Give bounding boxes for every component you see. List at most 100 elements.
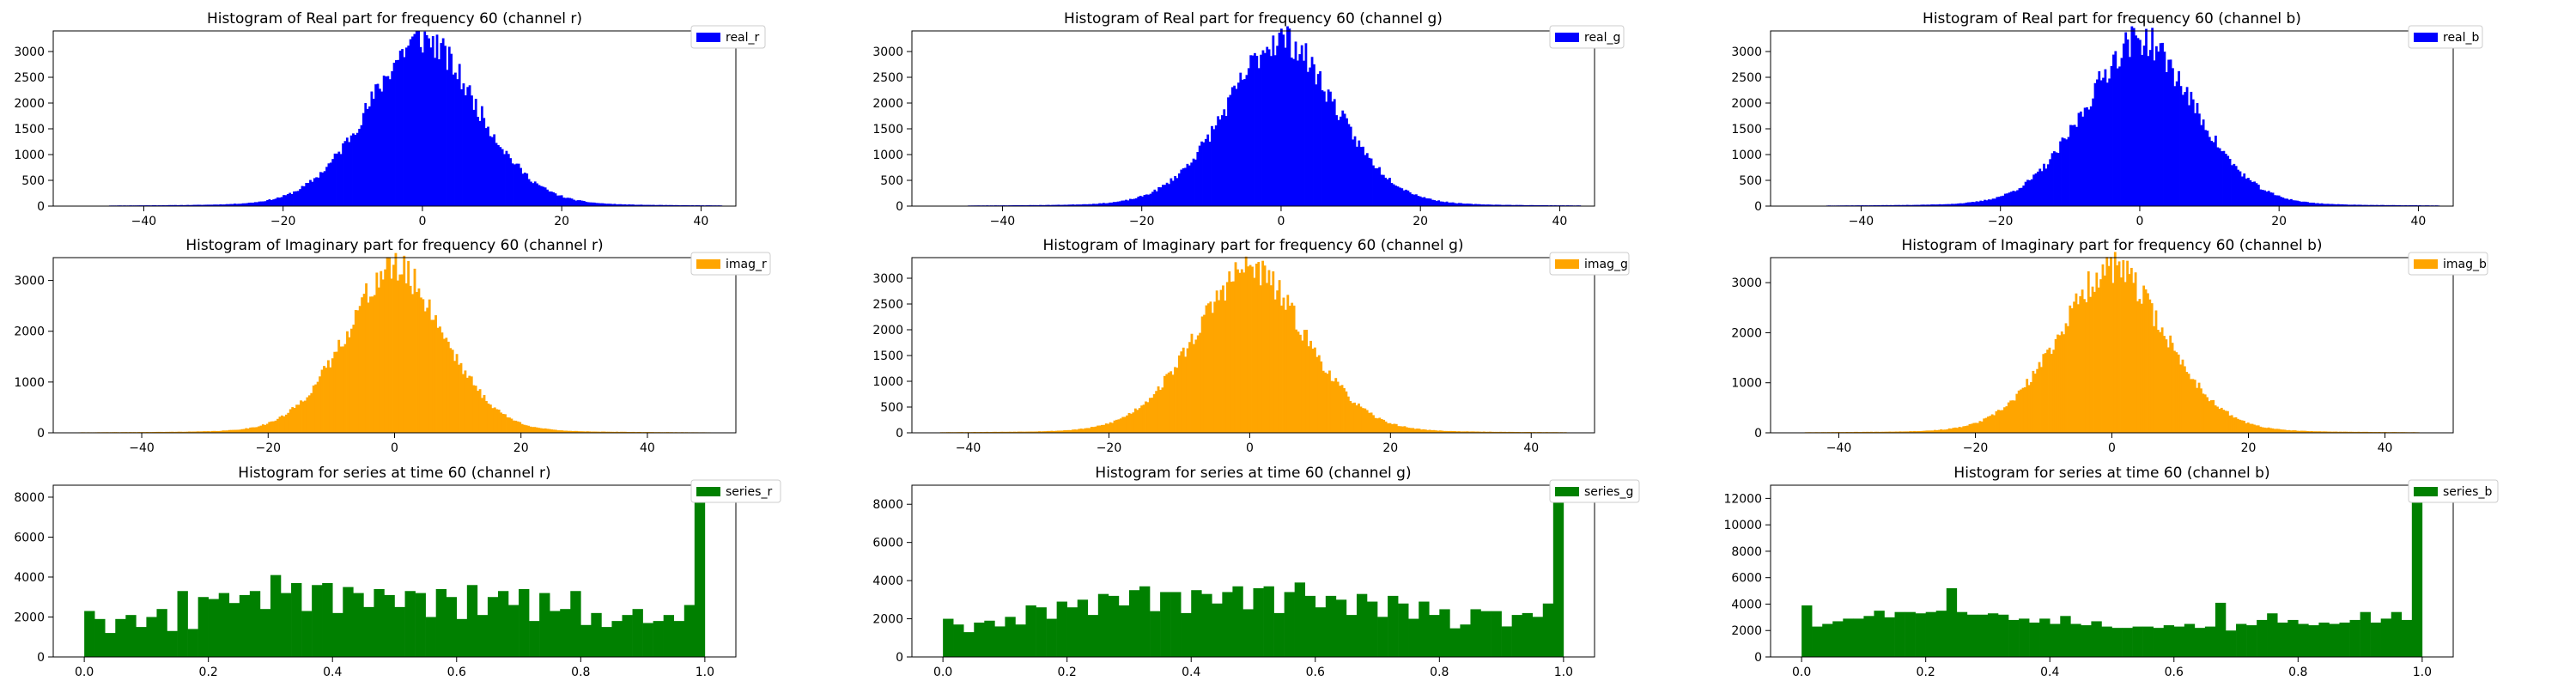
- histogram-bar: [506, 417, 509, 433]
- histogram-bar: [2333, 204, 2336, 206]
- histogram-bar: [255, 427, 258, 433]
- histogram-bar: [339, 154, 343, 206]
- histogram-bar: [167, 431, 170, 433]
- histogram-bar: [1084, 428, 1087, 433]
- histogram-bar: [1517, 204, 1520, 206]
- histogram-bar: [1040, 431, 1043, 433]
- histogram-bar: [1892, 204, 1894, 206]
- histogram-bar: [249, 591, 261, 657]
- histogram-bar: [228, 603, 240, 657]
- histogram-bar: [2105, 257, 2109, 433]
- histogram-bar: [1339, 116, 1342, 206]
- histogram-bar: [1472, 431, 1475, 433]
- histogram-bar: [581, 431, 585, 433]
- histogram-bar: [398, 274, 402, 433]
- histogram-bar: [1121, 416, 1125, 433]
- histogram-bar: [2363, 204, 2366, 206]
- histogram-bar: [1390, 423, 1394, 433]
- histogram-bar: [1014, 204, 1018, 206]
- histogram-bar: [1460, 624, 1471, 657]
- histogram-bar: [2202, 393, 2205, 433]
- histogram-bar: [1936, 204, 1940, 206]
- histogram-bar: [1049, 204, 1052, 206]
- histogram-bar: [2096, 79, 2099, 206]
- histogram-bar: [2357, 431, 2360, 433]
- histogram-bar: [2259, 426, 2263, 433]
- histogram-bar: [1956, 428, 1959, 433]
- histogram-bar: [1923, 430, 1926, 433]
- histogram-bar: [1141, 196, 1144, 206]
- histogram-bar: [253, 202, 257, 206]
- histogram-bar: [381, 279, 385, 433]
- histogram-bar: [2261, 189, 2264, 206]
- histogram-bar: [1356, 146, 1358, 206]
- histogram-bar: [2224, 410, 2227, 433]
- histogram-bar: [1096, 204, 1099, 206]
- legend-box: [1549, 25, 1625, 49]
- histogram-bar: [1272, 35, 1275, 206]
- histogram-bar: [280, 197, 283, 206]
- histogram-bar: [458, 364, 460, 433]
- histogram-bar: [591, 612, 602, 657]
- histogram-bar: [1082, 204, 1084, 206]
- histogram-bar: [601, 627, 612, 657]
- histogram-bar: [1987, 613, 1999, 657]
- histogram-bar: [1294, 582, 1306, 657]
- histogram-bar: [2130, 26, 2134, 207]
- y-tick-label: 2000: [14, 97, 45, 111]
- histogram-bar: [1273, 612, 1285, 657]
- histogram-bar: [472, 385, 476, 433]
- histogram-bar: [2046, 350, 2049, 433]
- x-tick-label: 0: [2136, 215, 2143, 228]
- histogram-bar: [2228, 158, 2232, 206]
- histogram-bar: [1542, 603, 1554, 657]
- histogram-bar: [2172, 68, 2174, 206]
- histogram-bar: [1359, 406, 1363, 433]
- histogram-bar: [1399, 426, 1402, 433]
- histogram-bar: [1941, 204, 1943, 206]
- histogram-bar: [2147, 293, 2149, 433]
- histogram-bar: [1237, 82, 1240, 206]
- histogram-bar: [370, 91, 374, 206]
- histogram-bar: [2060, 331, 2063, 433]
- histogram-bar: [2277, 195, 2281, 206]
- histogram-bar: [1023, 204, 1025, 206]
- histogram-bar: [1165, 182, 1169, 206]
- histogram-bar: [1209, 301, 1212, 433]
- histogram-bar: [1435, 430, 1437, 433]
- histogram-bar: [2280, 197, 2282, 206]
- histogram-bar: [2030, 179, 2033, 206]
- histogram-bar: [1184, 167, 1187, 206]
- histogram-bar: [2165, 72, 2168, 207]
- histogram-bar: [1904, 204, 1907, 206]
- histogram-bar: [290, 193, 294, 206]
- histogram-bar: [1387, 423, 1389, 433]
- histogram-bar: [1255, 264, 1258, 433]
- histogram-bar: [548, 429, 551, 433]
- histogram-bar: [984, 620, 995, 657]
- histogram-bar: [2339, 204, 2342, 206]
- histogram-bar: [1019, 431, 1023, 433]
- histogram-bar: [2120, 58, 2123, 207]
- histogram-bar: [1147, 194, 1151, 206]
- histogram-bar: [1435, 200, 1438, 206]
- histogram-bar: [156, 609, 167, 657]
- histogram-bar: [2191, 379, 2195, 433]
- histogram-bar: [1419, 196, 1422, 206]
- histogram-bar: [477, 615, 489, 657]
- histogram-bar: [2361, 431, 2365, 433]
- histogram-bar: [2032, 174, 2036, 206]
- histogram-bar: [447, 46, 451, 206]
- histogram-bar: [1288, 28, 1291, 207]
- histogram-bar: [385, 76, 387, 206]
- histogram-bar: [1532, 617, 1544, 657]
- chart-panel-1: −40 −20 0 20 40050010001500200025003000Histo…: [14, 10, 766, 228]
- histogram-bar: [1201, 593, 1212, 657]
- histogram-bar: [1407, 428, 1411, 433]
- histogram-bar: [663, 615, 675, 657]
- y-tick-label: 8000: [872, 498, 903, 512]
- histogram-bar: [1317, 355, 1321, 433]
- y-tick-label: 3000: [872, 272, 903, 286]
- histogram-bar: [462, 374, 465, 433]
- histogram-bar: [1298, 334, 1302, 433]
